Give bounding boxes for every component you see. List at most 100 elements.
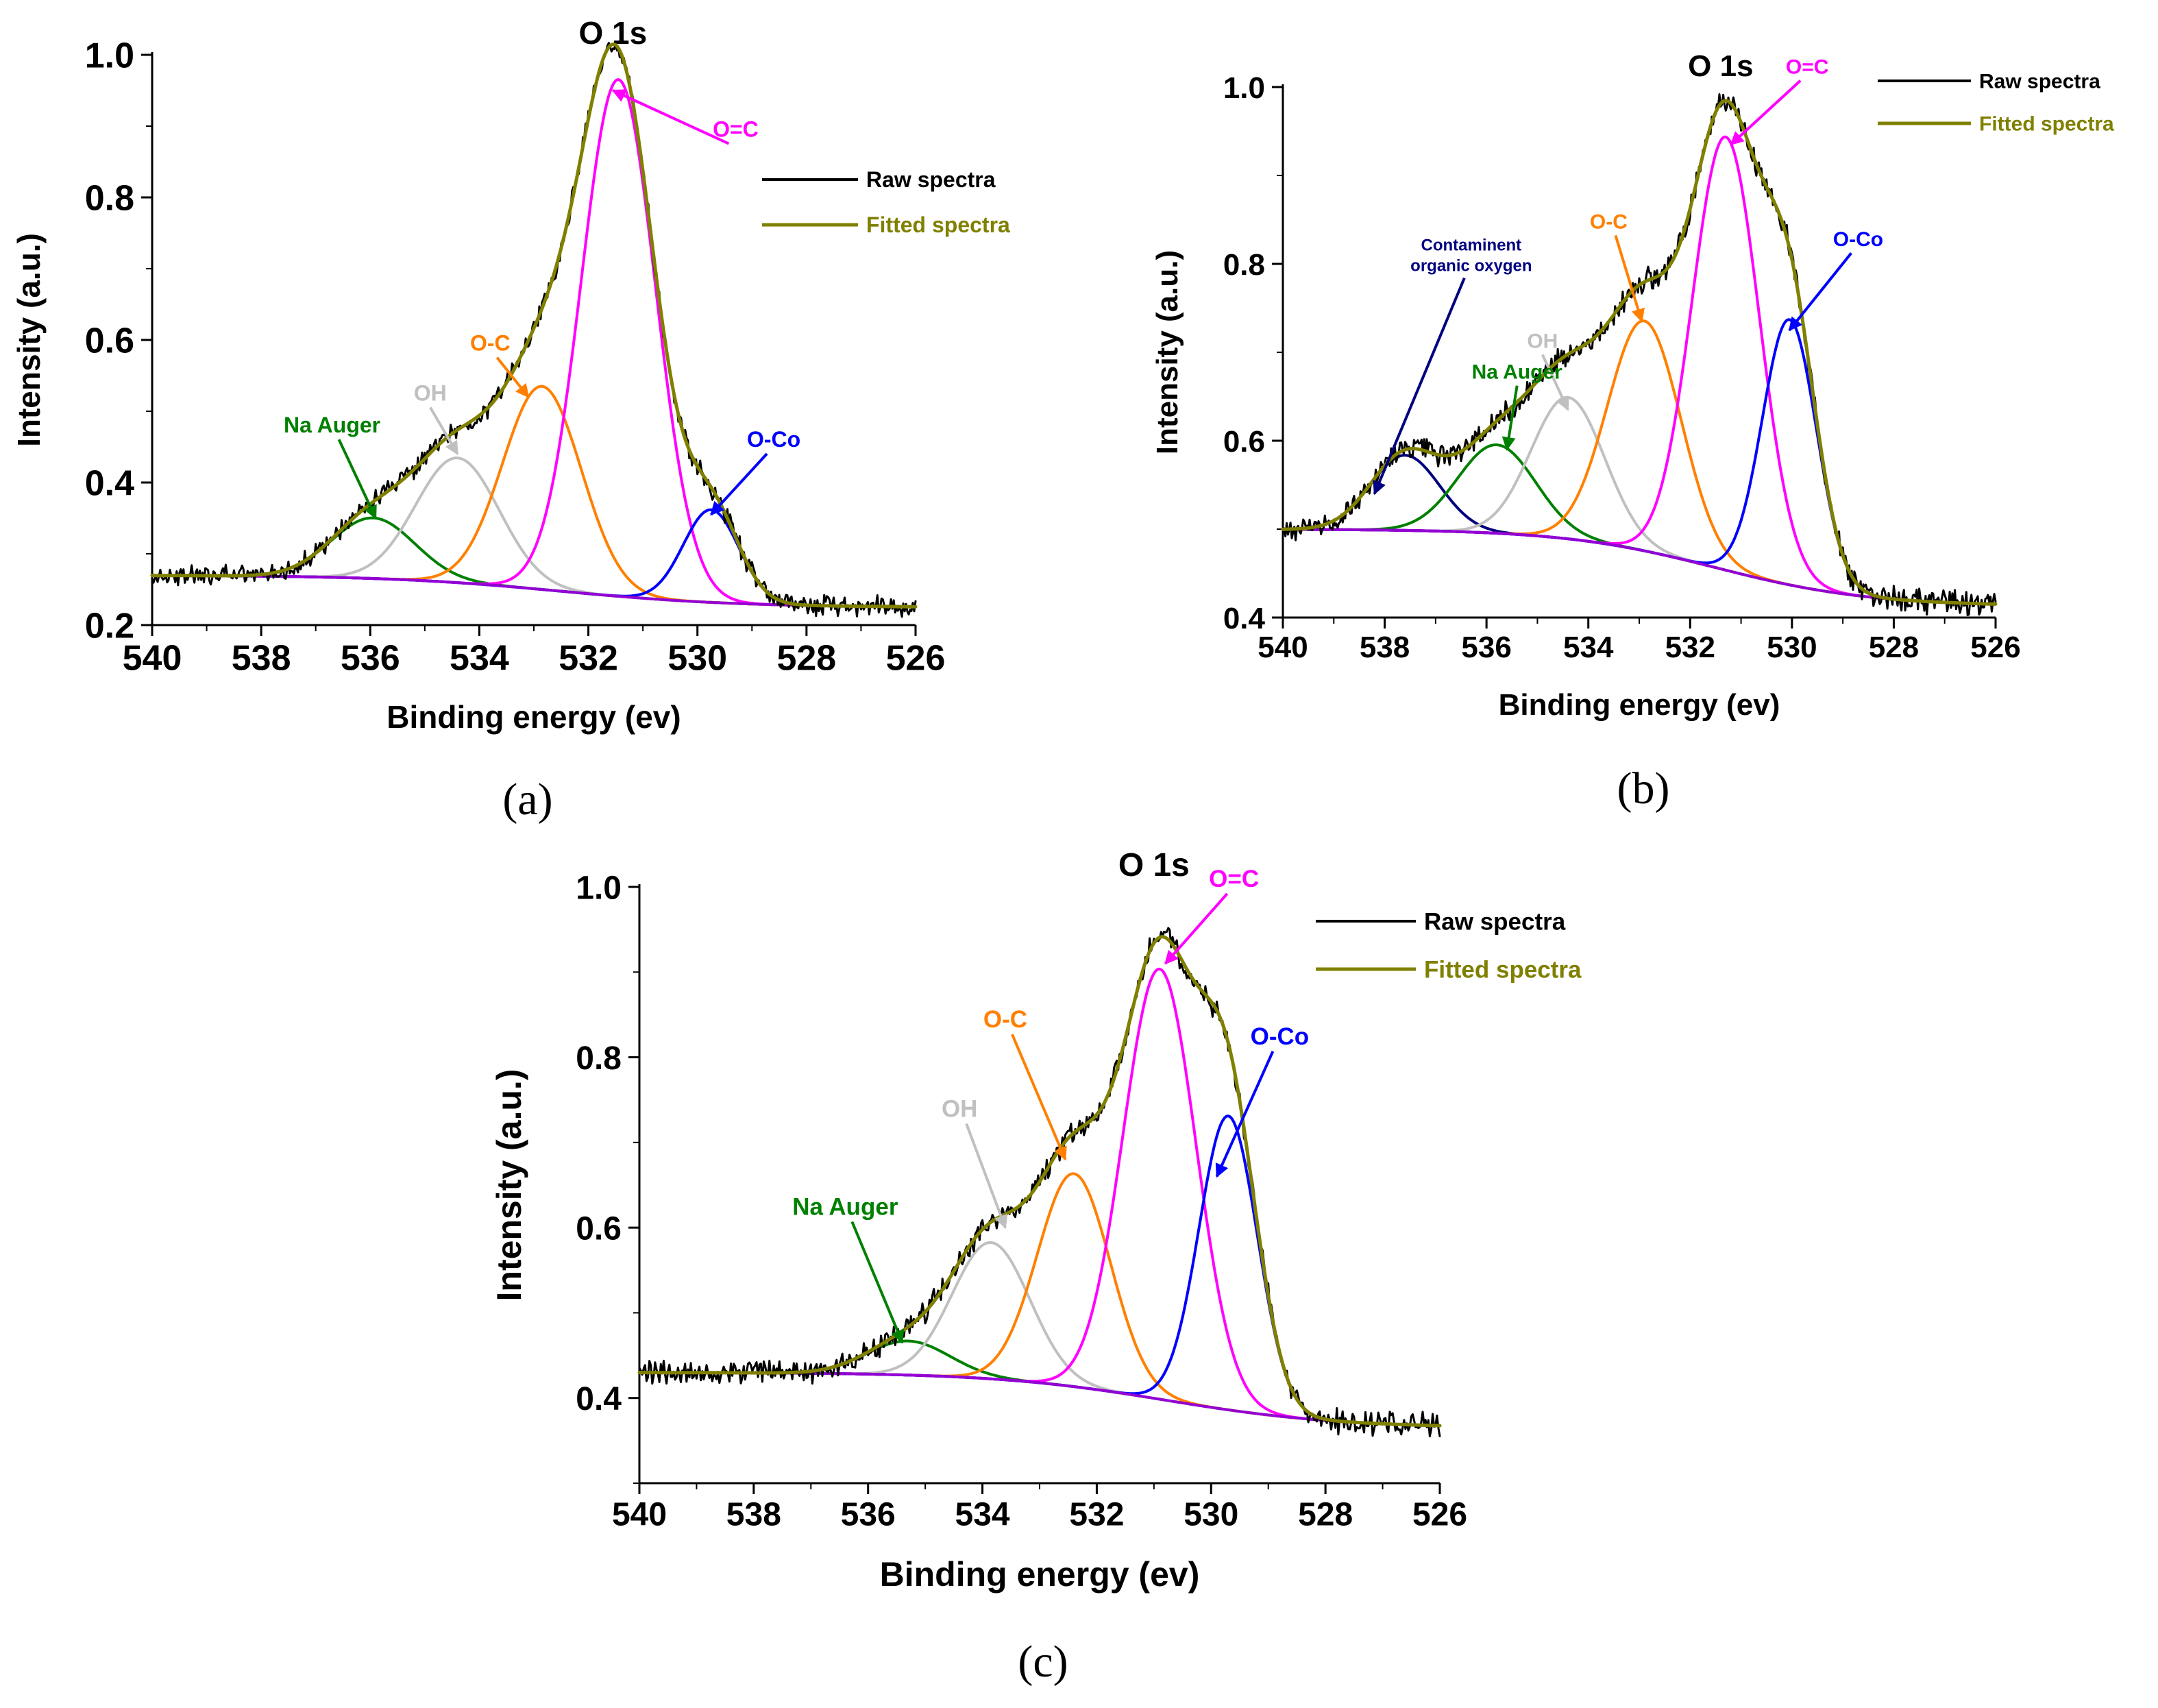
x-tick-label: 540 — [123, 638, 182, 678]
y-tick-label: 1.0 — [576, 870, 622, 906]
x-tick-label: 528 — [1298, 1497, 1353, 1533]
peak-curve-na-auger — [151, 516, 917, 609]
x-tick-label: 532 — [1665, 631, 1715, 664]
peak-label: O=C — [713, 117, 759, 142]
x-tick-label: 526 — [886, 638, 946, 678]
x-tick-label: 534 — [1563, 631, 1614, 664]
peak-label: Na Auger — [1472, 361, 1563, 384]
annotation-arrow — [611, 89, 730, 145]
peak-label: O-Co — [1833, 228, 1883, 251]
peak-curve-o-co — [151, 508, 917, 609]
peak-label: O-C — [1590, 210, 1628, 233]
legend-label: Fitted spectra — [1424, 956, 1582, 983]
peak-label: Na Auger — [792, 1194, 898, 1221]
y-tick-label: 0.8 — [1223, 248, 1265, 282]
peak-curve-o-c — [638, 967, 1441, 1428]
annotation-arrow — [1614, 234, 1645, 323]
legend-label: Fitted spectra — [866, 212, 1010, 237]
peak-curve-o-c — [151, 78, 917, 609]
chart-panel-2: 540 538 536 534 532 530 528 526 0.4 0.6 0.8 1.0 Bind… — [490, 847, 1582, 1687]
annotation-arrow — [710, 452, 768, 516]
peak-label: O=C — [1209, 866, 1259, 892]
legend-label: Raw spectra — [866, 167, 996, 192]
peak-label: OH — [414, 380, 447, 405]
raw-spectrum-line — [1282, 93, 1997, 616]
annotation-arrow — [429, 406, 459, 456]
legend-label: Raw spectra — [1424, 908, 1566, 935]
y-tick-label: 0.8 — [85, 179, 134, 219]
x-tick-label: 530 — [1184, 1497, 1238, 1533]
annotation-arrow — [1541, 354, 1569, 411]
annotation-arrow — [1373, 277, 1466, 496]
peak-label: O-Co — [1251, 1023, 1310, 1050]
y-tick-label: 0.6 — [576, 1210, 622, 1247]
y-tick-label: 1.0 — [1223, 71, 1265, 105]
x-tick-label: 534 — [955, 1497, 1010, 1533]
x-axis-title: Binding energy (ev) — [387, 699, 680, 735]
legend-label: Raw spectra — [1979, 71, 2100, 93]
legend-label: Fitted spectra — [1979, 113, 2114, 136]
y-tick-label: 1.0 — [85, 36, 134, 76]
annotation-arrow — [965, 1123, 1007, 1230]
y-tick-label: 0.4 — [576, 1381, 622, 1417]
y-tick-label: 0.6 — [1223, 425, 1265, 459]
y-tick-label: 0.6 — [85, 321, 134, 361]
x-tick-label: 528 — [1869, 631, 1919, 664]
x-tick-label: 532 — [1069, 1497, 1124, 1533]
chart-title: O 1s — [1118, 847, 1190, 883]
x-tick-label: 534 — [450, 638, 509, 678]
peak-label: Na Auger — [284, 413, 380, 437]
y-axis-title: Intensity (a.u.) — [1151, 250, 1184, 454]
fitted-spectrum-line — [1281, 99, 1998, 606]
annotation-arrow — [495, 356, 530, 398]
x-tick-label: 538 — [726, 1497, 781, 1533]
fitted-spectrum-line — [637, 935, 1442, 1428]
peak-curve-o-co — [638, 1114, 1441, 1428]
peak-curve-o-c — [1282, 135, 1997, 606]
peak-label: OH — [1527, 330, 1558, 353]
peak-label: O-C — [470, 331, 511, 356]
x-tick-label: 536 — [341, 638, 400, 678]
x-tick-label: 538 — [1360, 631, 1410, 664]
x-tick-label: 532 — [559, 638, 618, 678]
x-tick-label: 526 — [1970, 631, 2020, 664]
y-tick-label: 0.4 — [85, 464, 134, 504]
peak-curve-oh — [1282, 395, 1997, 606]
peak-curve-na-auger — [1282, 443, 1997, 606]
x-tick-label: 536 — [1461, 631, 1511, 664]
x-tick-label: 528 — [776, 638, 836, 678]
annotation-arrow — [850, 1221, 905, 1344]
panel-letter: (b) — [1617, 764, 1670, 814]
panel-letter: (c) — [1018, 1637, 1068, 1687]
peak-label: OH — [942, 1096, 978, 1123]
x-tick-label: 526 — [1412, 1497, 1467, 1533]
peak-curve-oh — [638, 1241, 1441, 1428]
x-tick-label: 540 — [1258, 631, 1308, 664]
y-axis-title: Intensity (a.u.) — [11, 233, 47, 447]
x-tick-label: 530 — [667, 638, 727, 678]
annotation-arrow — [1730, 80, 1802, 146]
x-tick-label: 540 — [612, 1497, 667, 1533]
annotation-arrow — [1011, 1034, 1067, 1161]
y-tick-label: 0.4 — [1223, 602, 1266, 635]
annotation-arrow — [1215, 1051, 1275, 1178]
y-tick-label: 0.8 — [576, 1040, 622, 1077]
peak-label: O=C — [1786, 56, 1829, 79]
annotation-arrow — [337, 439, 378, 520]
peak-label: Contaminent — [1421, 236, 1522, 255]
annotation-arrow — [1164, 892, 1229, 965]
chart-panel-1: 540 538 536 534 532 530 528 526 0.4 0.6 0.8 1.0 Bind… — [1151, 49, 2114, 814]
annotation-arrow — [1501, 385, 1519, 451]
peak-label-line2: organic oxygen — [1410, 257, 1532, 276]
x-axis-title: Binding energy (ev) — [880, 1555, 1200, 1594]
peak-curve-o-c — [638, 1172, 1441, 1428]
x-tick-label: 536 — [841, 1497, 896, 1533]
fitted-spectrum-line — [150, 42, 918, 609]
x-tick-label: 530 — [1767, 631, 1817, 664]
peak-label: O-Co — [747, 427, 800, 452]
y-tick-label: 0.2 — [85, 607, 134, 646]
y-axis-title: Intensity (a.u.) — [490, 1069, 528, 1302]
peak-label: O-C — [983, 1006, 1027, 1033]
x-tick-label: 538 — [232, 638, 291, 678]
